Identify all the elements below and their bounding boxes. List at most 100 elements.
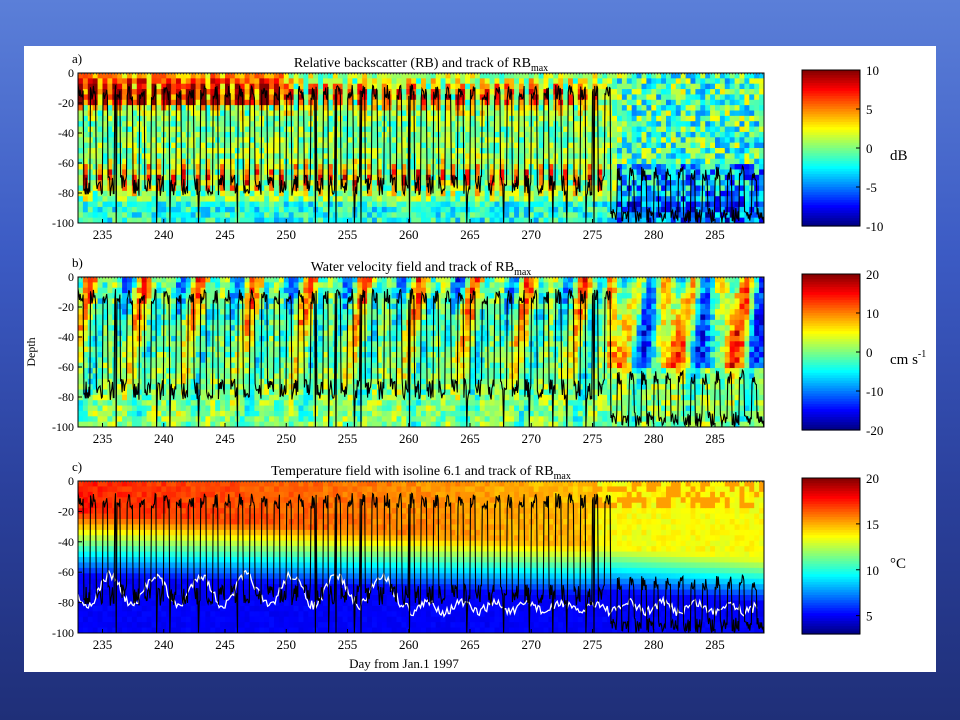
heatmap-cell: [489, 89, 496, 96]
heatmap-cell: [205, 410, 211, 417]
heatmap-cell: [254, 174, 260, 181]
colorbar-swatch: [802, 122, 860, 126]
heatmap-cell: [171, 126, 177, 133]
heatmap-cell: [675, 212, 682, 219]
heatmap-cell: [107, 89, 113, 96]
heatmap-cell: [151, 99, 157, 106]
heatmap-cell: [78, 164, 84, 171]
heatmap-cell: [367, 174, 373, 181]
heatmap-cell: [715, 131, 721, 138]
heatmap-cell: [190, 400, 197, 407]
heatmap-cell: [372, 148, 378, 154]
heatmap-cell: [323, 126, 329, 133]
heatmap-cell: [185, 83, 192, 90]
heatmap-cell: [244, 293, 251, 300]
heatmap-cell: [131, 94, 138, 101]
heatmap-cell: [185, 131, 192, 138]
heatmap-cell: [381, 180, 388, 187]
heatmap-cell: [479, 180, 486, 187]
heatmap-cell: [122, 164, 128, 171]
heatmap-cell: [107, 99, 113, 106]
heatmap-cell: [171, 110, 177, 117]
heatmap-cell: [602, 217, 608, 223]
heatmap-cell: [391, 121, 398, 128]
heatmap-cell: [342, 99, 349, 106]
heatmap-cell: [141, 206, 148, 213]
heatmap-cell: [323, 78, 329, 85]
heatmap-cell: [215, 89, 221, 96]
heatmap-cell: [195, 148, 202, 154]
heatmap-cell: [122, 174, 128, 181]
heatmap-cell: [151, 410, 157, 417]
heatmap-cell: [445, 105, 451, 112]
heatmap-cell: [548, 94, 554, 101]
heatmap-cell: [666, 185, 672, 192]
heatmap-cell: [82, 277, 89, 283]
heatmap-cell: [229, 121, 236, 128]
heatmap-cell: [190, 190, 197, 197]
heatmap-cell: [323, 185, 329, 192]
heatmap-cell: [724, 217, 731, 223]
heatmap-cell: [92, 373, 99, 380]
heatmap-cell: [670, 83, 677, 90]
heatmap-cell: [146, 293, 153, 300]
heatmap-cell: [82, 410, 89, 417]
heatmap-cell: [519, 137, 525, 144]
heatmap-cell: [146, 314, 153, 321]
heatmap-cell: [636, 196, 643, 203]
heatmap-cell: [234, 89, 241, 96]
heatmap-cell: [460, 89, 466, 96]
heatmap-cell: [543, 153, 549, 160]
heatmap-cell: [97, 346, 104, 353]
colorbar-swatch: [802, 111, 860, 115]
heatmap-cell: [151, 190, 157, 197]
heatmap-cell: [127, 196, 133, 203]
heatmap-cell: [190, 373, 197, 380]
heatmap-cell: [107, 293, 113, 300]
heatmap-cell: [504, 206, 510, 213]
heatmap-cell: [572, 201, 579, 208]
heatmap-cell: [264, 190, 270, 197]
heatmap-cell: [489, 126, 496, 133]
heatmap-cell: [205, 78, 211, 85]
heatmap-cell: [200, 164, 206, 171]
heatmap-cell: [411, 196, 417, 203]
heatmap-cell: [225, 416, 231, 423]
heatmap-cell: [78, 126, 84, 133]
colorbar-swatch: [802, 163, 860, 167]
heatmap-cell: [122, 309, 128, 316]
heatmap-cell: [225, 190, 231, 197]
heatmap-cell: [666, 73, 672, 79]
heatmap-cell: [293, 105, 300, 112]
heatmap-cell: [180, 325, 187, 332]
heatmap-cell: [391, 137, 398, 144]
heatmap-cell: [141, 217, 148, 223]
heatmap-cell: [494, 148, 500, 154]
heatmap-cell: [131, 78, 138, 85]
heatmap-cell: [362, 83, 368, 90]
heatmap-cell: [205, 362, 211, 369]
heatmap-cell: [180, 105, 187, 112]
heatmap-cell: [161, 174, 167, 181]
heatmap-cell: [176, 142, 182, 149]
heatmap-cell: [180, 89, 187, 96]
heatmap-cell: [205, 196, 211, 203]
heatmap-cell: [185, 164, 192, 171]
heatmap-cell: [626, 131, 633, 138]
heatmap-cell: [107, 319, 113, 326]
heatmap-cell: [533, 206, 540, 213]
heatmap-cell: [210, 277, 216, 283]
heatmap-cell: [82, 94, 89, 101]
heatmap-cell: [347, 126, 353, 133]
heatmap-cell: [563, 158, 569, 165]
heatmap-cell: [131, 148, 138, 154]
heatmap-cell: [278, 131, 285, 138]
heatmap-cell: [724, 148, 731, 154]
heatmap-cell: [200, 368, 206, 375]
heatmap-cell: [670, 164, 677, 171]
y-tick-label: -40: [58, 126, 74, 140]
heatmap-cell: [127, 416, 133, 423]
heatmap-cell: [646, 110, 652, 117]
heatmap-cell: [617, 142, 623, 149]
heatmap-cell: [729, 174, 736, 181]
